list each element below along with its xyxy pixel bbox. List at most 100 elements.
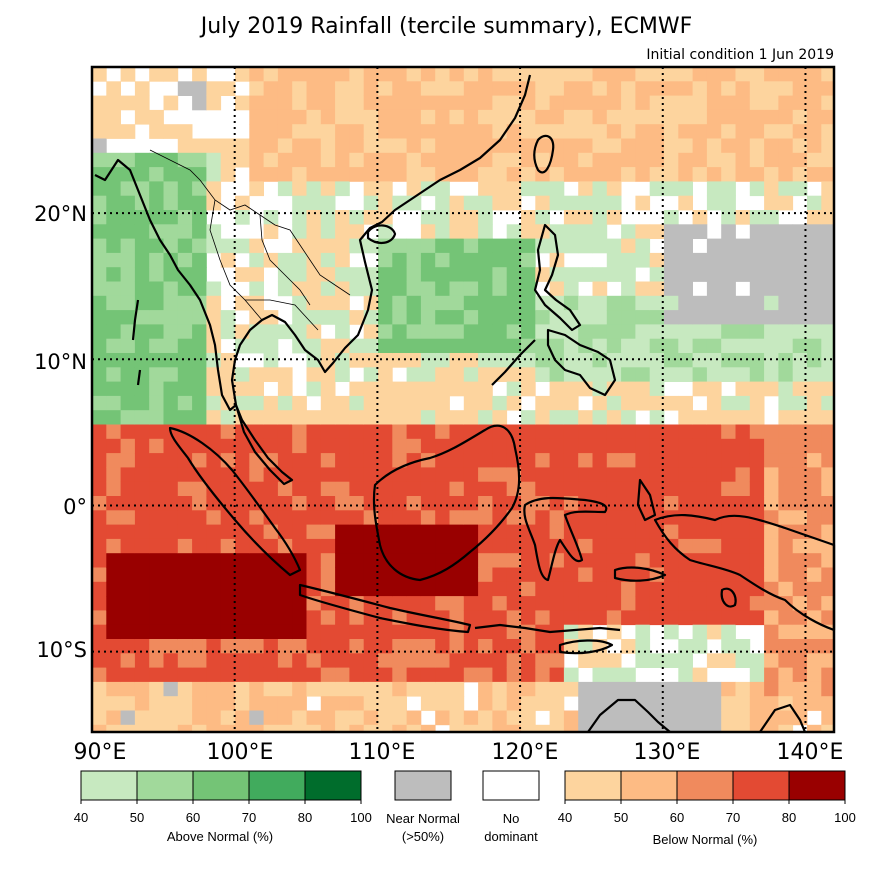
grid-cell	[563, 567, 579, 583]
grid-cell	[335, 624, 350, 640]
grid-cell	[578, 224, 593, 239]
grid-cell	[478, 281, 493, 297]
legend-above-tick-label: 50	[129, 810, 145, 825]
grid-cell	[335, 667, 350, 683]
grid-cell	[478, 224, 493, 239]
grid-cell	[521, 438, 536, 454]
grid-cell	[292, 395, 307, 411]
grid-cell	[420, 281, 436, 297]
grid-cell	[449, 124, 465, 139]
grid-cell	[177, 610, 193, 626]
grid-cell	[506, 195, 522, 211]
grid-cell	[220, 610, 236, 626]
grid-cell	[392, 195, 407, 211]
grid-cell	[235, 481, 250, 497]
grid-cell	[378, 453, 393, 468]
grid-cell	[192, 195, 207, 211]
grid-cell	[463, 238, 479, 254]
grid-cell	[220, 438, 236, 454]
grid-cell	[406, 109, 422, 125]
grid-cell	[420, 353, 436, 368]
grid-cell	[92, 152, 107, 168]
grid-cell	[349, 424, 365, 440]
grid-cell	[134, 167, 150, 182]
grid-cell	[263, 338, 279, 354]
grid-cell	[349, 553, 365, 568]
grid-cell	[349, 438, 365, 454]
grid-cell	[320, 524, 336, 540]
grid-cell	[378, 395, 393, 411]
grid-cell	[177, 381, 193, 397]
grid-cell	[406, 467, 422, 483]
grid-cell	[120, 310, 136, 325]
grid-cell	[592, 424, 608, 440]
grid-cell	[306, 610, 322, 626]
grid-cell	[106, 496, 121, 511]
grid-cell	[449, 538, 465, 554]
grid-cell	[163, 281, 179, 297]
grid-cell	[163, 367, 179, 382]
grid-cell	[463, 167, 479, 182]
grid-cell	[335, 567, 350, 583]
grid-cell	[335, 696, 350, 711]
grid-cell	[106, 553, 121, 568]
legend-below-tick-label: 60	[669, 810, 685, 825]
grid-cell	[306, 453, 322, 468]
grid-cell	[335, 639, 350, 654]
grid-cell	[535, 639, 550, 654]
grid-cell	[177, 81, 193, 96]
grid-cell	[92, 367, 107, 382]
grid-cell	[220, 81, 236, 96]
grid-cell	[306, 181, 322, 197]
grid-cell	[349, 510, 365, 525]
grid-cell	[363, 81, 379, 96]
grid-cell	[506, 624, 522, 640]
grid-cell	[192, 381, 207, 397]
grid-cell	[463, 667, 479, 683]
grid-cell	[478, 696, 493, 711]
grid-cell	[335, 553, 350, 568]
grid-cell	[420, 81, 436, 96]
grid-cell	[392, 167, 407, 182]
grid-cell	[478, 553, 493, 568]
grid-cell	[92, 581, 107, 597]
grid-cell	[449, 195, 465, 211]
grid-cell	[478, 324, 493, 340]
grid-cell	[263, 410, 279, 425]
grid-cell	[492, 252, 508, 268]
grid-cell	[435, 395, 450, 411]
grid-cell	[192, 353, 207, 368]
grid-cell	[349, 167, 365, 182]
grid-cell	[163, 438, 179, 454]
forecast-grid-cells	[92, 67, 834, 732]
grid-cell	[521, 667, 536, 683]
grid-cell	[392, 267, 407, 282]
grid-cell	[92, 210, 107, 225]
grid-cell	[349, 109, 365, 125]
grid-cell	[478, 367, 493, 382]
grid-cell	[563, 295, 579, 311]
grid-cell	[263, 610, 279, 626]
grid-cell	[506, 67, 522, 82]
grid-cell	[134, 496, 150, 511]
grid-cell	[435, 267, 450, 282]
grid-cell	[449, 67, 465, 82]
grid-cell	[492, 596, 508, 611]
grid-cell	[163, 567, 179, 583]
grid-cell	[478, 596, 493, 611]
grid-cell	[363, 453, 379, 468]
grid-cell	[478, 81, 493, 96]
grid-cell	[392, 639, 407, 654]
grid-cell	[449, 481, 465, 497]
grid-cell	[277, 410, 293, 425]
grid-cell	[492, 181, 508, 197]
grid-cell	[478, 395, 493, 411]
grid-cell	[235, 496, 250, 511]
grid-cell	[521, 410, 536, 425]
grid-cell	[163, 124, 179, 139]
grid-cell	[521, 67, 536, 82]
grid-cell	[192, 252, 207, 268]
grid-cell	[535, 109, 550, 125]
grid-cell	[149, 724, 164, 732]
grid-cell	[277, 653, 293, 668]
